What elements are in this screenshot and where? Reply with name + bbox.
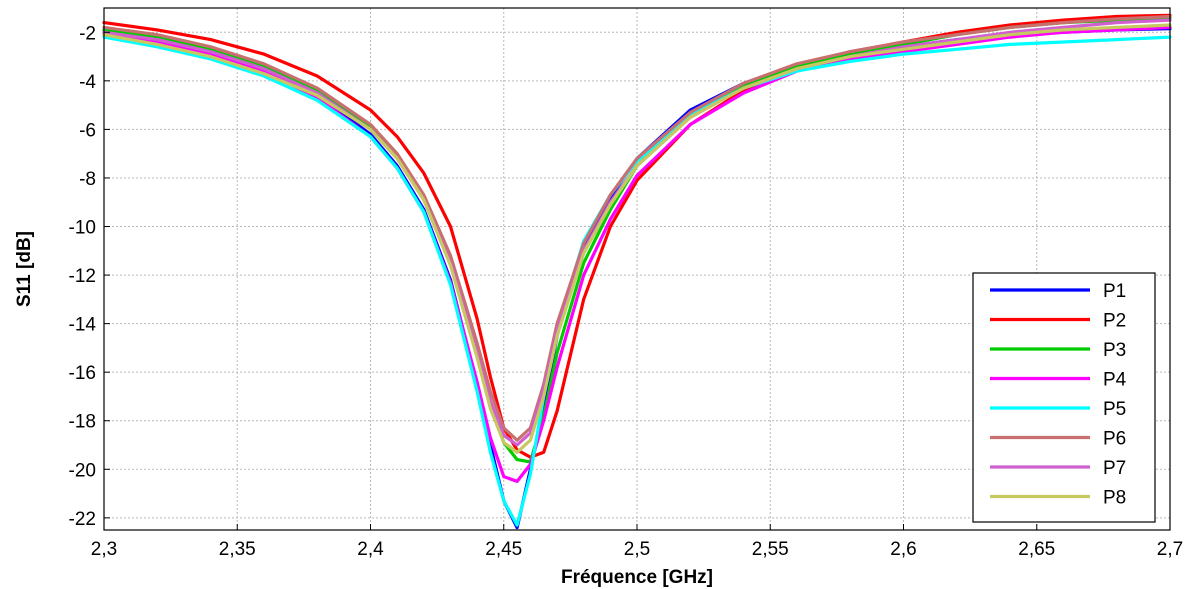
series-layer: [102, 13, 1172, 530]
x-tick-label: 2,7: [1157, 539, 1183, 560]
y-tick-label: -10: [69, 218, 96, 239]
series-line-p8: [102, 23, 1172, 454]
x-tick-label: 2,3: [91, 539, 117, 560]
y-tick-label: -6: [79, 120, 96, 141]
x-axis-title: Fréquence [GHz]: [561, 567, 713, 588]
legend-label: P4: [1103, 370, 1127, 391]
y-tick-label: -20: [69, 460, 96, 481]
y-tick-label: -14: [69, 315, 97, 336]
x-tick-label: 2,6: [890, 539, 916, 560]
x-tick-label: 2,35: [219, 539, 256, 560]
legend-box: [972, 272, 1156, 523]
y-axis: -2 -4 -6 -8 -10 -12 -14 -16 -18 -20 -22: [69, 23, 110, 530]
x-axis: 2,3 2,35 2,4 2,45 2,5 2,55 2,6 2,65 2,7: [91, 524, 1183, 560]
x-tick-label: 2,55: [752, 539, 789, 560]
y-tick-label: -12: [69, 266, 96, 287]
x-tick-label: 2,65: [1018, 539, 1055, 560]
legend-label: P2: [1103, 311, 1126, 332]
y-tick-label: -8: [79, 169, 96, 190]
y-tick-label: -16: [69, 363, 96, 384]
legend-label: P7: [1103, 458, 1126, 479]
legend: P1 P2 P3 P4 P5 P6 P7 P8: [972, 272, 1156, 523]
y-axis-title: S11 [dB]: [14, 231, 35, 307]
y-tick-label: -22: [69, 509, 96, 530]
legend-label: P3: [1103, 340, 1126, 361]
y-tick-label: -4: [79, 72, 96, 93]
legend-label: P8: [1103, 488, 1126, 509]
x-tick-label: 2,45: [485, 539, 522, 560]
legend-label: P1: [1103, 281, 1126, 302]
legend-label: P5: [1103, 399, 1126, 420]
y-tick-label: -18: [69, 412, 96, 433]
legend-label: P6: [1103, 429, 1126, 450]
x-tick-label: 2,5: [624, 539, 650, 560]
x-tick-label: 2,4: [357, 539, 384, 560]
y-tick-label: -2: [79, 23, 96, 44]
